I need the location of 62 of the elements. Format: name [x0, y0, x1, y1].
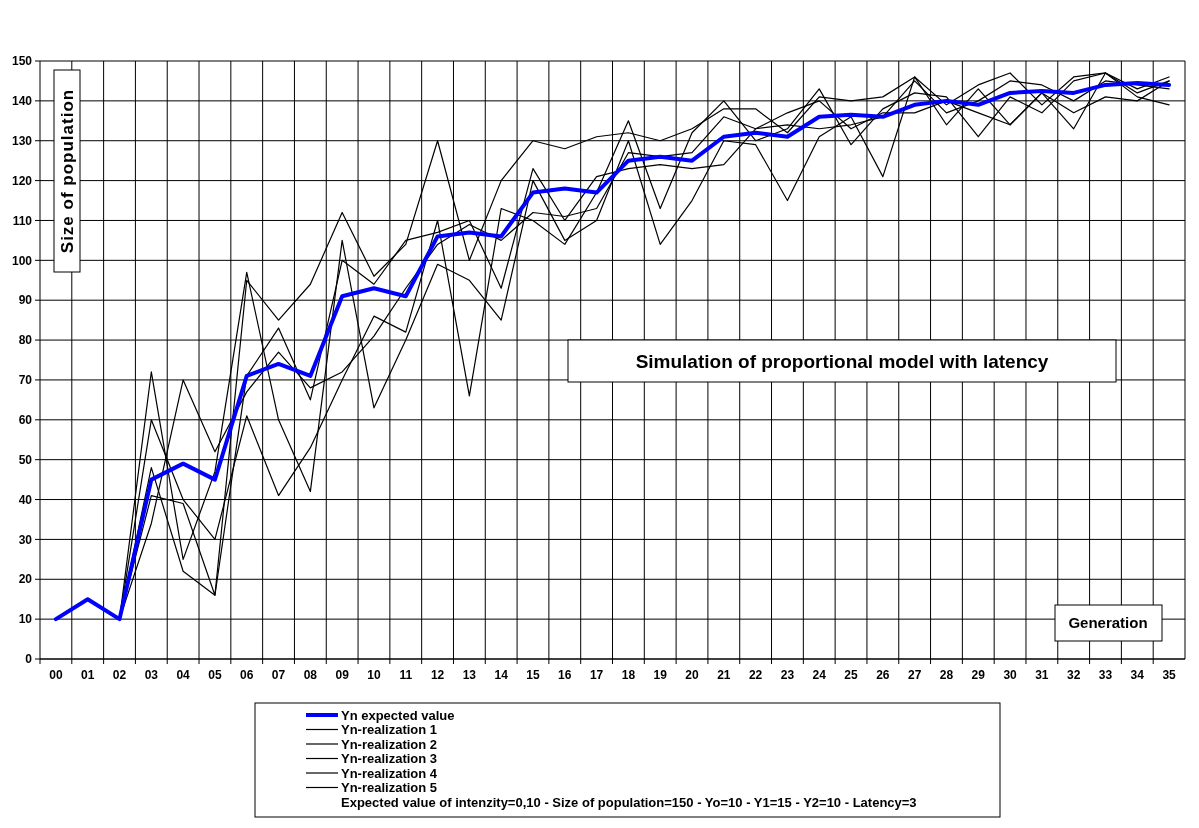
x-tick-label: 29 [971, 668, 986, 682]
x-tick-label: 11 [399, 668, 413, 682]
x-tick-label: 28 [939, 668, 954, 682]
y-tick-label: 70 [18, 373, 33, 388]
y-tick-label: 10 [18, 612, 33, 627]
legend-label: Yn-realization 4 [341, 765, 438, 781]
x-tick-label: 07 [271, 668, 286, 682]
y-tick-label: 90 [18, 293, 33, 308]
x-tick-label: 26 [876, 668, 890, 682]
x-tick-label: 27 [907, 668, 922, 682]
legend-label: Yn-realization 3 [341, 751, 438, 767]
x-tick-label: 25 [844, 668, 859, 682]
x-tick-label: 21 [717, 668, 731, 682]
x-tick-label: 24 [812, 668, 827, 682]
y-tick-label: 50 [18, 452, 33, 467]
legend-label: Yn-realization 5 [341, 780, 438, 796]
x-tick-label: 17 [589, 668, 604, 682]
x-tick-label: 33 [1098, 668, 1113, 682]
x-tick-label: 10 [367, 668, 381, 682]
x-tick-label: 34 [1130, 668, 1145, 682]
x-tick-label: 30 [1003, 668, 1018, 682]
x-tick-label: 00 [49, 668, 63, 682]
x-tick-label: 15 [526, 668, 540, 682]
y-tick-label: 120 [11, 173, 33, 188]
y-tick-label: 20 [18, 572, 33, 587]
y-axis-title: Size of population [58, 88, 77, 254]
y-tick-label: 30 [18, 532, 33, 547]
x-tick-label: 20 [685, 668, 700, 682]
x-tick-label: 08 [303, 668, 318, 682]
x-tick-label: 04 [176, 668, 191, 682]
legend-label: Yn-realization 1 [341, 722, 438, 738]
y-tick-label: 140 [11, 94, 33, 109]
x-tick-label: 13 [462, 668, 477, 682]
y-tick-label: 130 [11, 133, 33, 148]
y-tick-label: 110 [12, 213, 33, 228]
y-tick-label: 0 [25, 652, 33, 667]
x-tick-label: 23 [780, 668, 795, 682]
x-tick-label: 14 [494, 668, 509, 682]
x-tick-label: 16 [558, 668, 572, 682]
x-tick-label: 05 [208, 668, 222, 682]
y-tick-label: 150 [11, 54, 33, 69]
x-tick-label: 02 [112, 668, 127, 682]
legend-label: Yn expected value [341, 707, 455, 723]
x-tick-label: 31 [1035, 668, 1049, 682]
text: Expected value of intenzity=0,10 - Size of population=150 - Yo=10 - Y1=15 - Y2=10 - Latency=3 [341, 794, 917, 810]
x-tick-label: 32 [1067, 668, 1081, 682]
x-tick-label: 12 [430, 668, 445, 682]
y-tick-label: 40 [18, 492, 33, 507]
x-tick-label: 03 [144, 668, 159, 682]
x-tick-label: 06 [240, 668, 254, 682]
legend-label: Yn-realization 2 [341, 736, 438, 752]
text: Simulation of proportional model with latency [635, 350, 1049, 372]
y-tick-label: 80 [18, 333, 33, 348]
x-tick-label: 01 [81, 668, 95, 682]
y-tick-label: 60 [18, 413, 33, 427]
x-tick-label: 19 [653, 668, 668, 682]
x-tick-label: 09 [335, 668, 350, 682]
x-tick-label: 22 [748, 668, 763, 682]
y-tick-label: 100 [11, 253, 33, 268]
x-axis-title: Generation [1068, 614, 1148, 632]
x-tick-label: 35 [1162, 668, 1177, 682]
x-tick-label: 18 [621, 668, 636, 682]
